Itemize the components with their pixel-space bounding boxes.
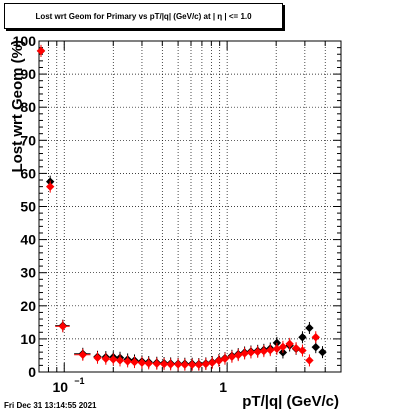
data-point-marker [115,356,125,365]
data-point-marker [180,360,190,369]
x-tick-label: 1 [219,379,227,395]
y-tick-label: 30 [20,265,36,281]
data-point-marker [311,342,320,352]
data-point-marker [101,354,111,363]
data-point-marker [130,357,139,367]
y-tick-label: 80 [20,99,36,115]
data-point-marker [291,343,301,353]
data-point-marker [266,345,275,355]
series-black [36,44,327,371]
data-point-marker [278,342,288,352]
data-point-marker [166,360,175,369]
x-tick-label: 10 [52,379,68,395]
data-point-marker [194,360,204,369]
data-point-marker [253,347,262,357]
chart-title-box: Lost wrt Geom for Primary vs pT/|q| (GeV… [4,3,283,29]
data-point-marker [305,323,314,333]
data-point-marker [93,353,102,362]
axis-ticks [39,40,341,373]
data-point-marker [234,350,243,360]
data-point-marker [305,356,314,365]
y-tick-label: 40 [20,232,36,248]
data-point-marker [45,182,55,191]
data-point-marker [311,333,320,342]
data-point-marker [298,333,307,342]
footer-timestamp: Fri Dec 31 13:14:55 2021 [4,401,97,410]
data-point-marker [109,355,118,364]
data-point-marker [159,359,169,369]
data-point-marker [58,322,68,331]
x-axis-label: pT/|q| (GeV/c) [242,393,339,410]
data-point-marker [240,349,249,358]
data-point-marker [259,346,269,356]
data-point-marker [78,350,87,359]
tick-labels: 0 10 20 30 40 50 60 70 80 90 100 10 −1 1 [13,33,228,395]
y-axis-label: Lost wrt Geom (%) [9,40,26,173]
data-point-marker [187,360,197,369]
data-point-marker [123,357,132,366]
data-point-marker [214,356,224,365]
data-point-marker [318,347,327,357]
y-tick-label: 60 [20,165,36,181]
data-point-marker [227,352,237,361]
data-point-marker [137,358,147,367]
data-points [36,44,327,371]
chart-title: Lost wrt Geom for Primary vs pT/|q| (GeV… [35,11,252,21]
data-point-marker [173,360,183,369]
data-point-marker [152,359,161,368]
series-red [36,44,320,371]
x-tick-exponent: −1 [74,376,84,386]
data-point-marker [144,359,153,368]
data-point-marker [201,359,211,369]
data-point-marker [246,348,256,357]
data-point-marker [208,358,217,367]
grid-lines [39,41,341,372]
y-tick-label: 20 [20,298,36,314]
data-point-marker [285,339,294,349]
y-tick-label: 0 [28,364,36,380]
data-point-marker [36,46,46,56]
y-tick-label: 10 [20,331,36,347]
data-point-marker [298,346,307,355]
y-tick-label: 70 [20,132,36,148]
y-tick-label: 100 [13,33,37,49]
y-tick-label: 50 [20,199,36,215]
data-point-marker [220,354,230,363]
y-tick-label: 90 [20,66,36,82]
